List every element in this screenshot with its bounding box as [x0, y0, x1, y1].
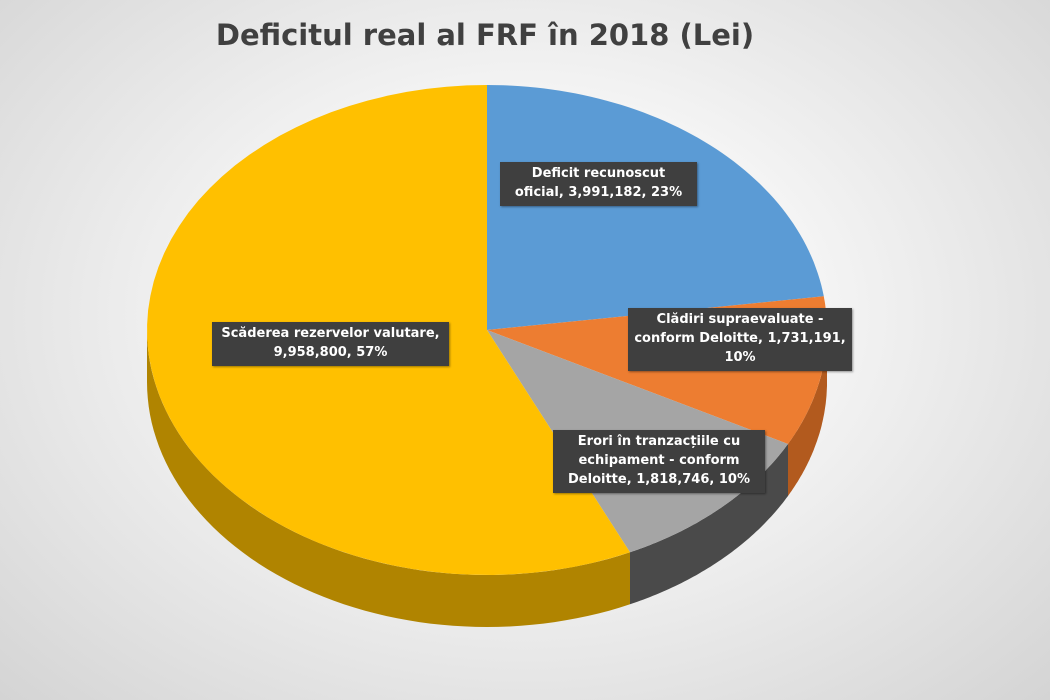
slice — [487, 85, 824, 330]
slice-side — [147, 330, 630, 627]
data-label-part: 10% — [724, 349, 756, 365]
data-label-part: 1,731,191 — [767, 330, 841, 346]
data-label-part: Deficit recunoscut oficial — [514, 166, 666, 200]
data-label-part: 57% — [356, 344, 388, 360]
data-label: Scăderea rezervelor valutare, 9,958,800,… — [212, 322, 449, 366]
data-label-part: Clădiri supraevaluate - conform Deloitte — [634, 312, 824, 346]
chart-title: Deficitul real al FRF în 2018 (Lei) — [215, 18, 755, 52]
data-label: Clădiri supraevaluate - conform Deloitte… — [628, 308, 852, 371]
slice-side — [630, 444, 788, 605]
data-label-part: Scăderea rezervelor valutare — [221, 326, 435, 341]
data-label-part: Erori în tranzacțiile cu echipament - co… — [568, 434, 741, 487]
data-label-part: 1,818,746 — [636, 471, 710, 487]
data-label-part: 10% — [718, 471, 750, 487]
slice-side — [788, 330, 827, 496]
data-label-part: 9,958,800 — [273, 344, 347, 360]
data-label-part: 3,991,182 — [568, 184, 642, 200]
data-label: Deficit recunoscut oficial, 3,991,182, 2… — [500, 162, 697, 206]
data-label: Erori în tranzacțiile cu echipament - co… — [553, 430, 765, 493]
data-label-part: 23% — [650, 184, 683, 200]
